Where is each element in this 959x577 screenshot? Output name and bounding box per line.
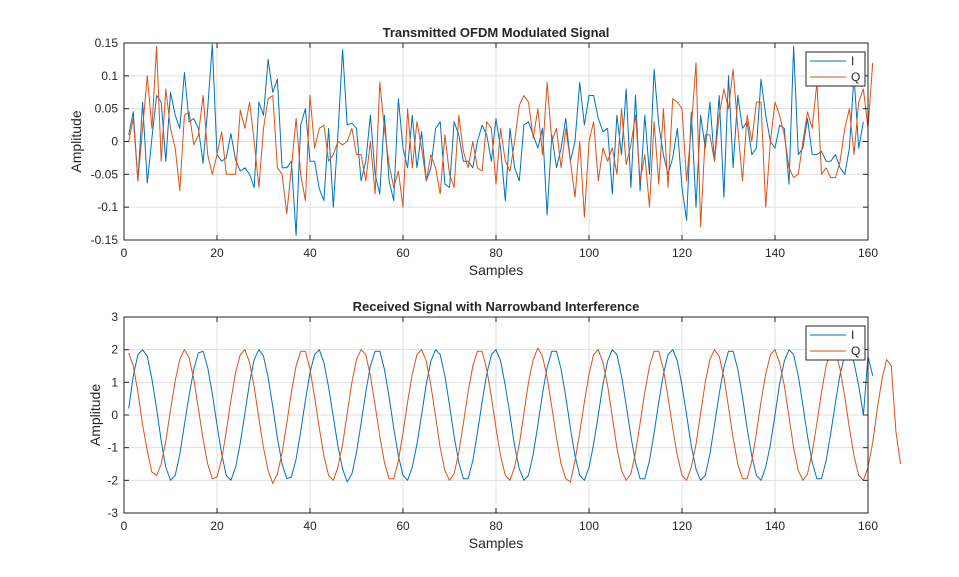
x-tick-label: 0: [121, 519, 128, 533]
plot-axes-box: [123, 316, 869, 514]
y-tick-label: 1: [111, 375, 118, 389]
x-tick-label: 60: [396, 246, 410, 260]
series-line-q: [128, 45, 874, 228]
x-tick-label: 80: [489, 246, 503, 260]
legend: I Q: [805, 51, 866, 87]
x-tick-label: 20: [210, 246, 224, 260]
series-layer: [128, 347, 901, 485]
plot-axes-box: [123, 42, 869, 241]
x-tick-label: 80: [489, 519, 503, 533]
tick-layer: 0 20 40 60 80 100 120 140 160 -3 -2 -1 0 1 2 3: [107, 310, 878, 533]
y-tick-label: 0.05: [95, 102, 119, 116]
y-tick-label: 0.15: [95, 36, 119, 50]
x-tick-label: 140: [765, 246, 785, 260]
grid-lines: [123, 316, 869, 514]
chart-title: Received Signal with Narrowband Interfer…: [353, 299, 640, 314]
tick-layer: 0 20 40 60 80 100 120 140 160 -0.15 -0.1 -0.05 0 0.05…: [91, 36, 879, 260]
x-tick-label: 160: [858, 246, 878, 260]
y-axis-label: Amplitude: [68, 110, 84, 172]
x-tick-label: 40: [303, 519, 317, 533]
series-layer: [128, 43, 874, 236]
y-tick-label: -2: [107, 473, 118, 487]
y-tick-label: 0: [111, 408, 118, 422]
x-tick-label: 160: [858, 519, 878, 533]
legend-label-q: Q: [851, 344, 860, 358]
legend-label-q: Q: [851, 70, 860, 84]
legend-box: [805, 325, 866, 361]
y-tick-label: -0.05: [91, 167, 119, 181]
chart-title: Transmitted OFDM Modulated Signal: [383, 25, 610, 40]
series-line-q: [128, 347, 901, 485]
y-tick-label: 0: [111, 135, 118, 149]
x-axis-label: Samples: [469, 262, 523, 278]
x-tick-label: 120: [672, 246, 692, 260]
y-tick-label: -3: [107, 506, 118, 520]
x-tick-label: 0: [121, 246, 128, 260]
y-tick-label: -0.1: [97, 200, 118, 214]
x-tick-label: 20: [210, 519, 224, 533]
series-line-i: [128, 43, 864, 236]
y-tick-label: 2: [111, 343, 118, 357]
x-tick-label: 120: [672, 519, 692, 533]
plot-transmitted-signal: 0 20 40 60 80 100 120 140 160 -0.15 -0.1 -0.05 0 0.05…: [68, 25, 878, 278]
x-tick-label: 60: [396, 519, 410, 533]
y-tick-label: 0.1: [101, 69, 118, 83]
x-tick-label: 100: [579, 519, 599, 533]
y-tick-label: -0.15: [91, 233, 119, 247]
x-tick-label: 40: [303, 246, 317, 260]
y-tick-label: -1: [107, 441, 118, 455]
series-line-i: [128, 347, 874, 483]
legend: I Q: [805, 325, 866, 361]
x-tick-label: 100: [579, 246, 599, 260]
x-axis-label: Samples: [469, 535, 523, 551]
y-tick-label: 3: [111, 310, 118, 324]
legend-box: [805, 51, 866, 87]
x-tick-label: 140: [765, 519, 785, 533]
plot-received-signal: 0 20 40 60 80 100 120 140 160 -3 -2 -1 0 1 2 3 Received…: [87, 299, 901, 551]
legend-label-i: I: [851, 328, 854, 342]
legend-label-i: I: [851, 54, 854, 68]
y-axis-label: Amplitude: [87, 384, 103, 446]
